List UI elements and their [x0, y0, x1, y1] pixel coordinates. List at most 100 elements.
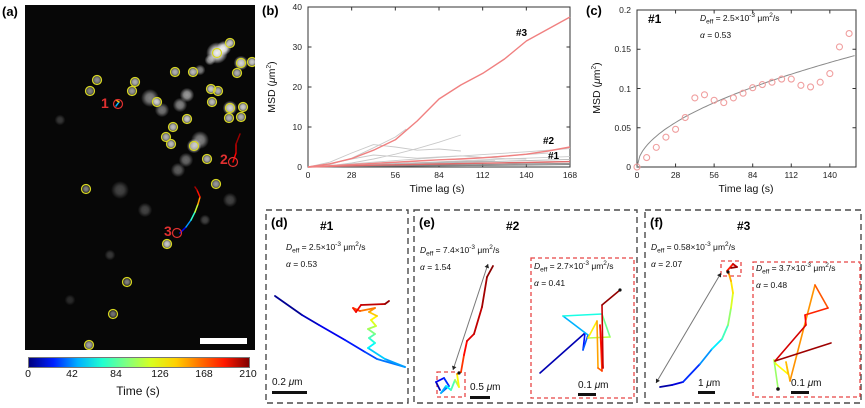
- f-inset-start-dot: [776, 387, 780, 391]
- b-x-tick-label: 112: [475, 170, 490, 180]
- c-data-point: [672, 125, 680, 133]
- colorbar-tick-label: 0: [25, 368, 31, 380]
- e-scale-bar: [470, 396, 490, 399]
- particle-2-label: 2: [220, 151, 228, 167]
- e-deff-text: Deff = 7.4×10-3 μm2/s: [420, 244, 500, 258]
- d-scale-label: 0.2 μm: [272, 377, 303, 388]
- e-inset-alpha-text: α = 0.41: [534, 278, 566, 288]
- msd-ensemble-plot: [307, 6, 571, 168]
- f-inset-alpha-text: α = 0.48: [756, 280, 788, 290]
- f-scale-bar: [698, 391, 715, 394]
- colorbar-title: Time (s): [116, 384, 160, 398]
- f-end-dot: [726, 270, 730, 274]
- c-y-tick-label: 0.05: [614, 122, 631, 133]
- b-x-tick-label: 140: [519, 170, 534, 180]
- colorbar-tick-label: 168: [195, 368, 213, 380]
- msd-track1-plot: [633, 9, 857, 171]
- c-y-tick-label: 0: [626, 162, 631, 172]
- panel-d-label: (d): [271, 215, 288, 230]
- c-data-point: [739, 89, 747, 97]
- particle-circles: [80, 37, 255, 350]
- f-inset-border: [752, 261, 861, 398]
- d-scale-bar: [272, 391, 307, 394]
- e-inset-deff-text: Deff = 2.7×10-3 μm2/s: [534, 260, 614, 274]
- c-data-point: [797, 81, 805, 89]
- c-x-tick-label: 28: [670, 170, 681, 180]
- track-2-marker-circle: [227, 156, 239, 168]
- panel-c-label: (c): [586, 3, 602, 18]
- d-track-title: #1: [320, 219, 334, 233]
- c-alpha-text: α = 0.53: [700, 30, 732, 40]
- panel-e-border: [413, 209, 638, 404]
- c-data-point: [787, 75, 795, 83]
- b-x-tick-label: 168: [562, 170, 578, 180]
- e-track-title: #2: [506, 219, 520, 233]
- panel-e-label: (e): [419, 215, 435, 230]
- e-scale-label: 0.5 μm: [470, 382, 501, 393]
- c-y-tick-label: 0.1: [619, 83, 631, 94]
- f-deff-text: Deff = 0.58×10-3 μm2/s: [651, 241, 736, 255]
- panel-b-label: (b): [262, 3, 279, 18]
- c-data-point: [749, 84, 757, 92]
- e-inset-scale-bar: [578, 393, 596, 396]
- f-alpha-text: α = 2.07: [651, 259, 683, 269]
- b-y-tick-label: 0: [297, 162, 302, 172]
- track-3-inset-trajectory: [773, 284, 832, 389]
- f-inset-scale-bar: [791, 391, 809, 394]
- e-inset-end-dot: [618, 288, 622, 292]
- b-y-tick-label: 30: [292, 42, 302, 52]
- b-x-tick-label: 84: [434, 170, 444, 180]
- track-1-mini-trajectory: [115, 99, 120, 107]
- c-data-point: [806, 83, 815, 91]
- micrograph: [25, 5, 255, 350]
- b-y-tick-label: 20: [292, 82, 302, 92]
- c-data-point: [826, 70, 834, 78]
- c-data-point: [700, 91, 709, 99]
- track-3-marker-circle: [171, 227, 183, 239]
- d-deff-text: Deff = 2.5×10-3 μm2/s: [286, 241, 366, 255]
- c-data-point: [758, 81, 766, 89]
- f-inset-deff-text: Deff = 3.7×10-3 μm2/s: [756, 262, 836, 276]
- c-y-tick-label: 0.2: [619, 5, 631, 15]
- c-deff-text: Deff = 2.5×10-3 μm2/s: [700, 12, 780, 26]
- time-colorbar: [28, 357, 250, 368]
- e-inset-border: [530, 257, 635, 399]
- c-data-point: [816, 78, 824, 86]
- b-y-tick-label: 10: [292, 122, 302, 132]
- micrograph-scale-bar: [200, 338, 247, 344]
- f-inset-scale-label: 0.1 μm: [791, 378, 822, 389]
- c-x-tick-label: 112: [784, 170, 799, 180]
- c-data-point: [729, 94, 737, 102]
- track-1-marker-circle: [112, 98, 124, 110]
- b-x-tick-label: 0: [305, 170, 311, 180]
- track-3-trajectory: [659, 263, 738, 388]
- c-x-tick-label: 0: [634, 170, 640, 180]
- f-zoom-region-box: [720, 260, 742, 277]
- c-data-point: [845, 29, 853, 38]
- panel-f-label: (f): [650, 215, 663, 230]
- c-x-tick-label: 56: [709, 170, 719, 180]
- b-x-tick-label: 28: [346, 170, 357, 180]
- c-data-point: [720, 99, 728, 107]
- b-y-tick-label: 40: [292, 2, 302, 12]
- d-alpha-text: α = 0.53: [286, 259, 318, 269]
- colorbar-tick-label: 126: [151, 368, 169, 380]
- c-x-tick-label: 84: [747, 170, 758, 180]
- e-displacement-arrow: [452, 263, 489, 371]
- panel-f-border: [644, 209, 862, 404]
- c-track-title: #1: [648, 12, 662, 26]
- c-data-point: [768, 78, 776, 86]
- c-y-tick-label: 0.15: [614, 44, 631, 55]
- c-data-point: [835, 43, 844, 51]
- c-x-axis-title: Time lag (s): [718, 183, 774, 195]
- e-inset-scale-label: 0.1 μm: [578, 380, 609, 391]
- track-1-trajectory: [274, 295, 406, 368]
- panel-a-label: (a): [2, 4, 18, 19]
- b-series-1-label: #1: [548, 151, 560, 162]
- e-alpha-text: α = 1.54: [420, 262, 452, 272]
- f-scale-label: 1 μm: [698, 378, 721, 389]
- colorbar-tick-label: 210: [239, 368, 257, 380]
